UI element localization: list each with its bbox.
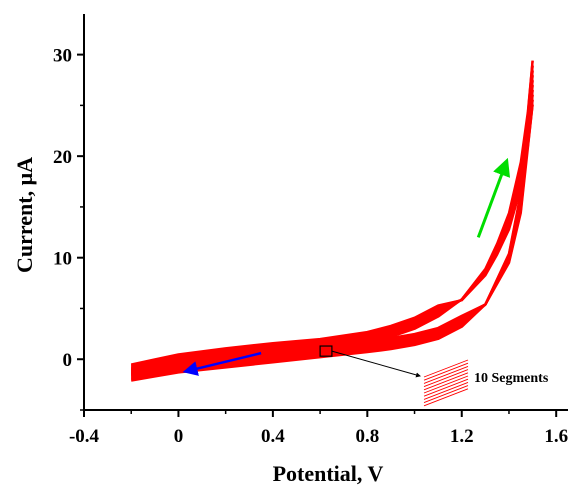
segments-label: 10 Segments <box>474 371 549 386</box>
y-ticks: 0 10 20 30 <box>53 46 84 411</box>
inset-segment-line <box>423 369 469 388</box>
y-tick-label: 10 <box>53 249 72 270</box>
reverse-scan-segment <box>130 75 534 379</box>
inset-segment-line <box>423 381 469 400</box>
x-tick-label: -0.4 <box>69 426 100 447</box>
forward-scan-segment <box>130 65 534 376</box>
x-tick-label: 1.2 <box>450 426 474 447</box>
x-tick-label: 0.8 <box>355 426 379 447</box>
reverse-scan-segment <box>130 65 534 381</box>
reverse-scan-segment <box>130 60 534 382</box>
y-tick-label: 20 <box>53 147 72 168</box>
forward-scan-segment <box>130 60 534 377</box>
inset-segment-line <box>423 372 469 391</box>
zoom-pointer-arrow <box>331 350 421 378</box>
inset-segment-line <box>423 388 469 407</box>
forward-scan-segment <box>130 89 534 370</box>
forward-scan-segment <box>130 94 534 369</box>
y-axis-title: Current, μA <box>12 157 37 273</box>
y-tick-label: 30 <box>53 46 72 67</box>
inset-segment-line <box>423 385 469 404</box>
reverse-scan-arrow <box>182 351 262 376</box>
inset-segment-line <box>423 375 469 394</box>
forward-scan-segment <box>130 75 534 373</box>
x-tick-label: 0 <box>174 426 184 447</box>
reverse-scan-segment <box>130 94 534 374</box>
reverse-scan-segment <box>130 99 534 372</box>
reverse-scan-segment <box>130 104 534 371</box>
segments-inset <box>423 359 469 407</box>
forward-scan-segment <box>130 80 534 372</box>
forward-scan-segment <box>130 104 534 366</box>
reverse-scan-segment <box>130 70 534 380</box>
axes <box>83 14 568 411</box>
x-tick-label: 0.4 <box>261 426 285 447</box>
inset-segment-line <box>423 362 469 381</box>
forward-scan-segment <box>130 99 534 367</box>
reverse-scan-segment <box>130 89 534 375</box>
reverse-scan-segment <box>130 84 534 376</box>
x-tick-label: 1.6 <box>544 426 568 447</box>
forward-scan-segment <box>130 84 534 371</box>
forward-scan-arrow <box>476 157 511 238</box>
x-ticks: -0.4 0 0.4 0.8 1.2 1.6 <box>69 410 568 447</box>
y-tick-label: 0 <box>63 350 73 371</box>
inset-segment-line <box>423 378 469 397</box>
cv-curves <box>130 60 534 382</box>
reverse-scan-segment <box>130 80 534 377</box>
forward-scan-segment <box>130 70 534 375</box>
inset-segment-line <box>423 359 469 378</box>
inset-segment-line <box>423 365 469 384</box>
x-axis-title: Potential, V <box>273 461 384 486</box>
